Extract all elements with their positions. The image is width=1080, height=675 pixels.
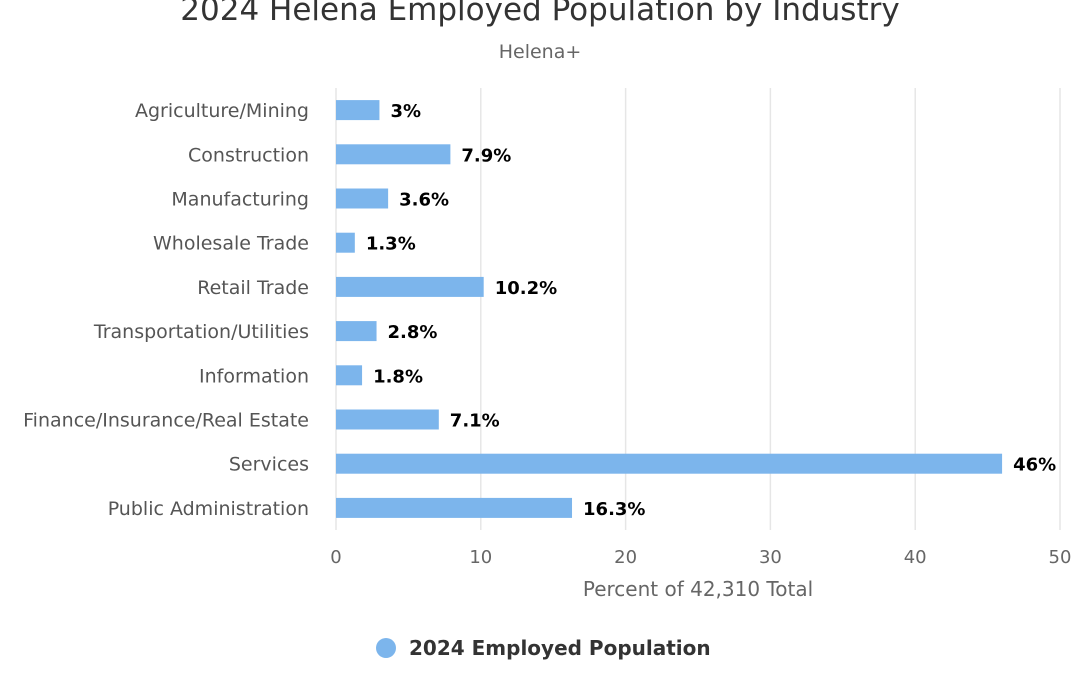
bar[interactable]	[336, 453, 1003, 474]
category-label: Wholesale Trade	[153, 233, 309, 255]
x-tick-label: 50	[1049, 547, 1072, 568]
x-tick-label: 10	[469, 547, 492, 568]
legend-marker	[376, 638, 396, 658]
bar[interactable]	[336, 100, 380, 121]
category-label: Manufacturing	[171, 189, 309, 211]
bar[interactable]	[336, 365, 363, 386]
legend-item-label: 2024 Employed Population	[409, 636, 711, 660]
chart-title: 2024 Helena Employed Population by Indus…	[180, 0, 899, 28]
data-label: 1.3%	[366, 234, 416, 255]
data-label: 10.2%	[495, 278, 557, 299]
category-label: Information	[199, 365, 309, 387]
bar[interactable]	[336, 276, 484, 297]
x-tick-label: 20	[614, 547, 637, 568]
data-label: 3.6%	[399, 190, 449, 211]
data-label: 2.8%	[388, 322, 438, 343]
data-label: 7.9%	[461, 145, 511, 166]
x-tick-label: 30	[759, 547, 782, 568]
category-label: Retail Trade	[197, 277, 309, 299]
bar[interactable]	[336, 409, 439, 430]
category-label: Public Administration	[108, 498, 309, 520]
category-label: Finance/Insurance/Real Estate	[23, 410, 309, 432]
bar[interactable]	[336, 232, 355, 253]
bar[interactable]	[336, 497, 573, 518]
data-label: 1.8%	[373, 366, 423, 387]
data-labels: 3% 7.9% 3.6% 1.3% 10.2% 2.8% 1.8% 7.1% 46% 16.3%	[366, 101, 1056, 520]
x-axis-title: Percent of 42,310 Total	[583, 577, 813, 601]
bar[interactable]	[336, 321, 377, 342]
bars-layer	[336, 100, 1003, 518]
legend[interactable]: 2024 Employed Population	[376, 636, 711, 660]
bar[interactable]	[336, 144, 451, 165]
category-label: Agriculture/Mining	[135, 100, 309, 122]
category-label: Services	[229, 454, 309, 476]
data-label: 7.1%	[450, 411, 500, 432]
category-label: Transportation/Utilities	[93, 321, 309, 343]
data-label: 16.3%	[583, 499, 645, 520]
data-label: 3%	[390, 101, 421, 122]
x-axis-ticks: 0 10 20 30 40 50	[330, 547, 1071, 568]
bar[interactable]	[336, 188, 389, 209]
category-label: Construction	[188, 144, 309, 166]
category-labels: Agriculture/Mining Construction Manufactur…	[23, 100, 309, 520]
x-tick-label: 0	[330, 547, 341, 568]
x-tick-label: 40	[904, 547, 927, 568]
chart-subtitle: Helena+	[499, 41, 582, 63]
data-label: 46%	[1013, 455, 1056, 476]
